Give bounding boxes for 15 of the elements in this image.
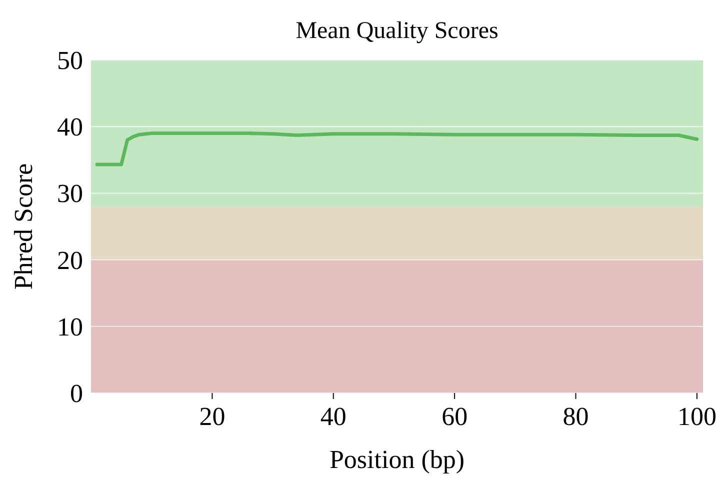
y-tick-label: 10 [57,312,83,342]
y-tick-label: 0 [70,379,83,408]
y-axis-title: Phred Score [9,163,38,290]
line-series [95,132,699,166]
chart-title: Mean Quality Scores [296,18,498,44]
y-tick-label: 50 [57,46,83,75]
x-tick-label: 100 [677,402,716,431]
y-tick-label: 30 [57,179,83,208]
y-tick-label: 20 [57,246,83,275]
y-tick-label: 40 [57,112,83,142]
x-tick-label: 60 [442,402,468,431]
x-axis-title: Position (bp) [329,445,465,474]
x-tick-label: 80 [562,402,589,431]
x-tick-label: 40 [320,402,346,431]
x-tick-label: 20 [199,402,226,431]
